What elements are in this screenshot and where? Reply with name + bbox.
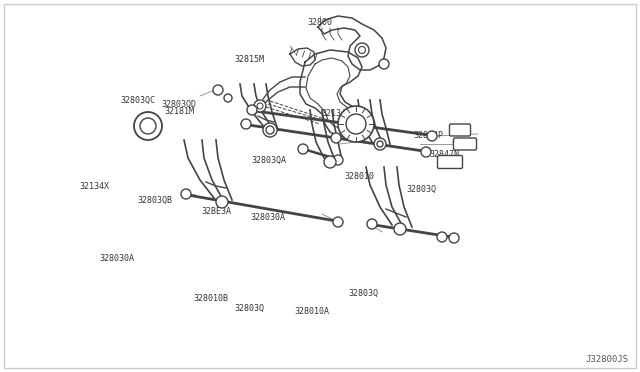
Circle shape <box>324 156 336 168</box>
Text: 328030A: 328030A <box>250 213 285 222</box>
FancyBboxPatch shape <box>438 155 463 169</box>
Circle shape <box>298 144 308 154</box>
Circle shape <box>449 233 459 243</box>
Circle shape <box>421 147 431 157</box>
Circle shape <box>346 114 366 134</box>
Text: 32815M: 32815M <box>235 55 264 64</box>
Circle shape <box>437 232 447 242</box>
Text: 328010A: 328010A <box>295 307 330 316</box>
Text: 32803Q: 32803Q <box>349 289 378 298</box>
Circle shape <box>181 189 191 199</box>
Text: 32134X: 32134X <box>80 182 109 190</box>
Text: 32847N: 32847N <box>430 150 460 159</box>
Circle shape <box>241 119 251 129</box>
Circle shape <box>333 217 343 227</box>
Circle shape <box>331 133 341 143</box>
Circle shape <box>427 131 437 141</box>
Circle shape <box>333 155 343 165</box>
Text: 32864P: 32864P <box>414 131 444 140</box>
Circle shape <box>394 223 406 235</box>
Text: 328030A: 328030A <box>99 254 134 263</box>
FancyBboxPatch shape <box>449 124 470 136</box>
Text: 32134XA: 32134XA <box>322 109 356 118</box>
Circle shape <box>374 138 386 150</box>
Circle shape <box>379 59 389 69</box>
Text: J32800JS: J32800JS <box>585 355 628 364</box>
Text: 32181M: 32181M <box>164 107 194 116</box>
Circle shape <box>338 106 374 142</box>
Text: 32803Q: 32803Q <box>406 185 436 194</box>
Text: 32BE3A: 32BE3A <box>202 207 231 216</box>
Circle shape <box>257 103 263 109</box>
Text: 328010B: 328010B <box>194 294 228 303</box>
Text: 32803QC: 32803QC <box>120 96 155 105</box>
Circle shape <box>355 43 369 57</box>
Circle shape <box>358 46 365 54</box>
Text: 32803QB: 32803QB <box>138 196 172 205</box>
Circle shape <box>263 123 277 137</box>
Text: 32800: 32800 <box>307 18 333 27</box>
Circle shape <box>224 94 232 102</box>
Circle shape <box>216 196 228 208</box>
Text: 32803QD: 32803QD <box>162 100 196 109</box>
Circle shape <box>254 100 266 112</box>
Circle shape <box>213 85 223 95</box>
Circle shape <box>377 141 383 147</box>
Text: 32803Q: 32803Q <box>235 304 264 312</box>
Text: 328010: 328010 <box>345 172 374 181</box>
Circle shape <box>134 112 162 140</box>
Circle shape <box>367 219 377 229</box>
Circle shape <box>266 126 274 134</box>
Text: 32803QA: 32803QA <box>252 156 286 165</box>
FancyBboxPatch shape <box>454 138 477 150</box>
Circle shape <box>140 118 156 134</box>
Circle shape <box>247 105 257 115</box>
